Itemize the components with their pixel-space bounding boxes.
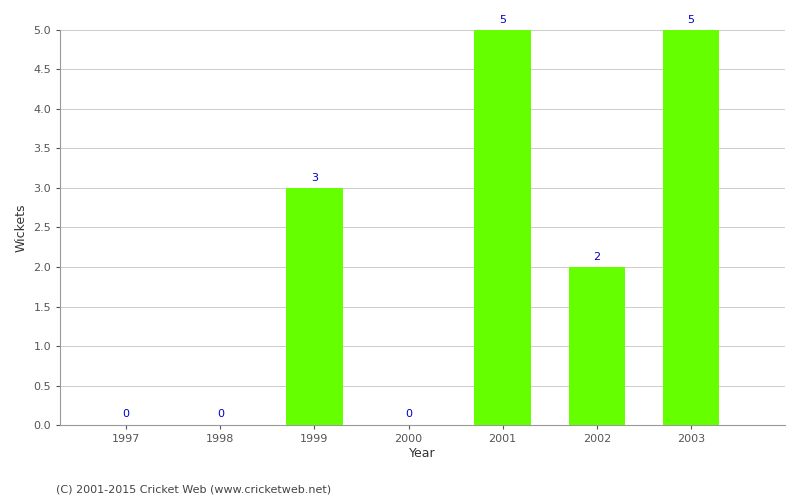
Bar (569, 267, 625, 425)
Bar (474, 30, 531, 425)
Text: 0: 0 (122, 409, 130, 419)
Text: 0: 0 (405, 409, 412, 419)
Bar (662, 30, 719, 425)
X-axis label: Year: Year (410, 447, 436, 460)
Text: 5: 5 (687, 15, 694, 25)
Bar (286, 188, 342, 425)
Text: 0: 0 (217, 409, 224, 419)
Text: 2: 2 (594, 252, 600, 262)
Text: 5: 5 (499, 15, 506, 25)
Text: (C) 2001-2015 Cricket Web (www.cricketweb.net): (C) 2001-2015 Cricket Web (www.cricketwe… (56, 485, 331, 495)
Text: 3: 3 (311, 173, 318, 183)
Y-axis label: Wickets: Wickets (15, 203, 28, 252)
